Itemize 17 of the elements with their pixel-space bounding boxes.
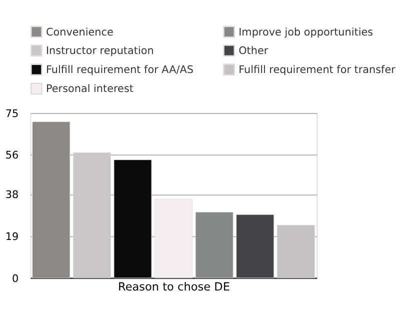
y-tick-label: 38 [5,189,19,202]
y-tick-label: 56 [5,150,19,162]
y-tick-label: 0 [12,272,19,285]
legend-label: Fulfill requirement for transfer [238,64,396,76]
bar [72,152,111,278]
legend-label: Other [238,45,269,58]
y-tick-label: 75 [5,108,19,120]
bar [195,212,234,278]
bar [154,198,193,278]
legend-label: Instructor reputation [46,45,154,58]
legend-label: Personal interest [46,83,134,96]
bar [114,160,152,278]
legend-label: Fulfill requirement for AA/AS [46,64,194,76]
legend-label: Improve job opportunities [238,26,374,38]
y-tick-label: 19 [5,231,19,244]
x-axis-title: Reason to chose DE [118,280,230,294]
legend-label: Convenience [46,26,114,38]
